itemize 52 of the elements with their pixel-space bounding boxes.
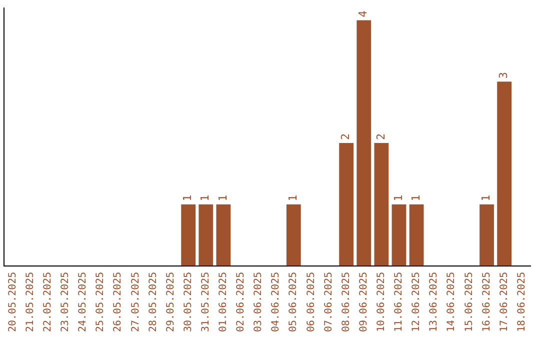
data-label: 1	[198, 194, 212, 202]
bar	[480, 204, 494, 266]
data-label: 1	[409, 194, 422, 202]
x-tick-label: 18.06.2025	[516, 272, 528, 332]
x-tick-label: 25.05.2025	[95, 272, 106, 332]
data-label: 1	[480, 194, 493, 202]
x-tick-label: 30.05.2025	[182, 272, 194, 332]
x-tick-label: 02.06.2025	[236, 272, 247, 332]
x-tick-label: 11.06.2025	[394, 272, 405, 332]
x-tick-label: 13.06.2025	[428, 272, 440, 332]
bar	[497, 82, 512, 266]
data-label: 1	[181, 194, 194, 202]
bar	[198, 204, 214, 266]
data-label: 1	[392, 194, 405, 202]
x-tick-label: 17.06.2025	[498, 272, 510, 332]
x-tick-label: 24.05.2025	[78, 272, 89, 332]
data-label: 2	[339, 133, 352, 140]
bar	[339, 143, 354, 266]
x-tick-label: 12.06.2025	[411, 272, 422, 332]
x-tick-label: 21.05.2025	[24, 272, 36, 332]
data-label: 2	[374, 133, 388, 140]
bar	[356, 20, 372, 266]
x-tick-label: 04.06.2025	[270, 272, 282, 332]
x-tick-label: 31.05.2025	[200, 272, 212, 332]
bar	[374, 143, 389, 266]
x-tick-label: 20.05.2025	[7, 272, 18, 332]
x-tick-label: 07.06.2025	[323, 272, 334, 332]
x-tick-label: 22.05.2025	[42, 272, 54, 332]
bar	[392, 204, 406, 266]
data-label: 1	[286, 194, 300, 202]
x-tick-label: 03.06.2025	[253, 272, 264, 332]
x-tick-label: 09.06.2025	[358, 272, 370, 332]
x-tick-label: 23.05.2025	[60, 272, 72, 332]
x-tick-label: 14.06.2025	[446, 272, 458, 332]
x-tick-label: 29.05.2025	[165, 272, 176, 332]
data-label: 1	[216, 194, 230, 202]
data-label: 4	[356, 10, 370, 18]
bar	[286, 204, 301, 266]
x-tick-label: 26.05.2025	[112, 272, 124, 332]
bar	[216, 204, 231, 266]
x-tick-label: 01.06.2025	[218, 272, 230, 332]
x-tick-label: 15.06.2025	[464, 272, 475, 332]
x-tick-label: 16.06.2025	[481, 272, 492, 332]
data-label: 3	[497, 72, 510, 79]
x-tick-label: 08.06.2025	[340, 272, 352, 332]
x-tick-label: 28.05.2025	[148, 272, 159, 332]
x-tick-label: 05.06.2025	[288, 272, 300, 332]
bar	[181, 204, 196, 266]
x-tick-label: 06.06.2025	[306, 272, 317, 332]
x-tick-label: 27.05.2025	[130, 272, 142, 332]
x-tick-label: 10.06.2025	[376, 272, 388, 332]
bar	[409, 204, 424, 266]
